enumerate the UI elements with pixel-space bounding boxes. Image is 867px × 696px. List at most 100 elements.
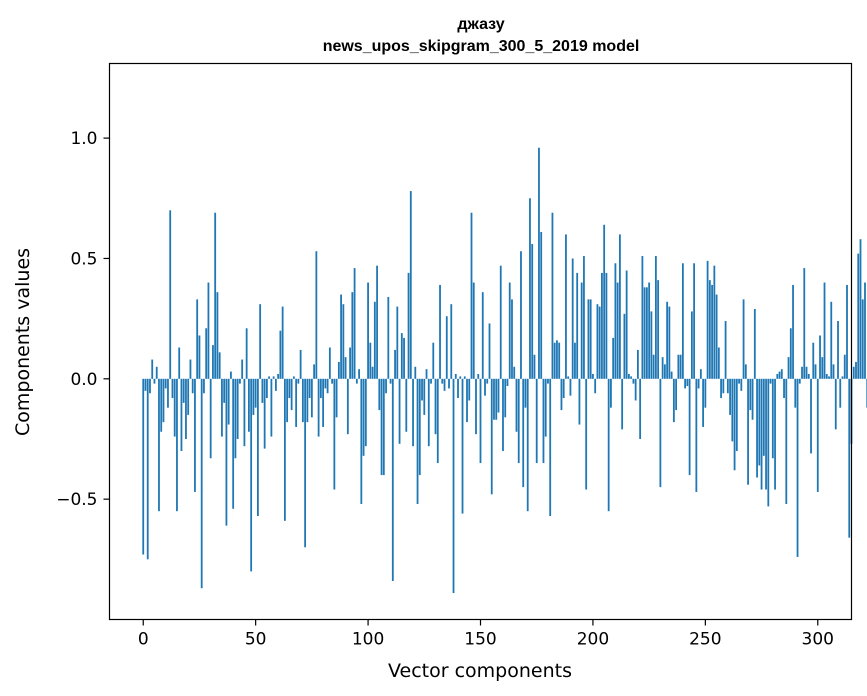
bar-22: [191, 378, 194, 394]
bar-299: [814, 364, 817, 379]
bar-25: [198, 335, 201, 379]
bar-27: [203, 378, 205, 394]
bar-36: [223, 378, 226, 403]
bar-97: [360, 378, 363, 504]
bar-107: [382, 378, 385, 476]
bar-7: [158, 378, 160, 512]
bar-204: [601, 272, 603, 379]
x-axis-ticks: 0 50 100 150 200 250 300: [138, 619, 834, 650]
bar-91: [346, 378, 349, 435]
bar-278: [767, 378, 770, 507]
bar-115: [400, 333, 403, 379]
bar-136: [448, 378, 450, 389]
bar-98: [362, 378, 365, 456]
bar-157: [495, 378, 498, 420]
bar-6: [155, 366, 158, 379]
bar-130: [434, 378, 437, 435]
y-tick-label: 0.0: [70, 370, 97, 390]
bar-117: [405, 378, 408, 432]
bar-120: [412, 378, 414, 447]
bar-116: [403, 337, 405, 379]
bar-260: [726, 378, 729, 394]
x-tick-label: 300: [802, 630, 834, 650]
bar-256: [717, 347, 720, 379]
bar-313: [846, 284, 848, 379]
bar-14: [173, 378, 176, 437]
bar-282: [776, 373, 779, 379]
bar-79: [319, 378, 322, 399]
bar-76: [313, 364, 316, 379]
bar-137: [450, 304, 453, 379]
bar-298: [812, 342, 815, 379]
bar-235: [670, 371, 673, 379]
bar-72: [304, 378, 307, 548]
bar-287: [787, 357, 790, 379]
bar-274: [758, 378, 761, 466]
bar-74: [308, 378, 311, 399]
bar-286: [785, 378, 788, 504]
bar-222: [641, 256, 644, 379]
bar-89: [342, 304, 345, 379]
bar-225: [648, 282, 651, 379]
bar-280: [771, 378, 774, 459]
bar-197: [585, 378, 588, 490]
bar-308: [834, 378, 837, 430]
bar-316: [852, 366, 855, 379]
bar-122: [416, 378, 419, 504]
bar-62: [281, 306, 284, 379]
bar-241: [684, 378, 687, 389]
bar-272: [753, 309, 756, 379]
bar-11: [167, 378, 169, 408]
bar-259: [724, 321, 727, 379]
bar-153: [486, 378, 489, 384]
bar-292: [798, 378, 801, 384]
bar-251: [706, 260, 709, 379]
bar-50: [254, 378, 257, 408]
bar-33: [216, 292, 219, 379]
bar-243: [688, 378, 691, 476]
bar-207: [607, 378, 610, 512]
bar-189: [567, 376, 570, 379]
bar-65: [288, 378, 291, 399]
bar-82: [326, 378, 329, 394]
bar-234: [668, 306, 671, 379]
bar-99: [364, 378, 367, 447]
bar-46: [245, 328, 248, 379]
x-tick-label: 100: [352, 630, 384, 650]
bar-229: [657, 280, 660, 379]
bars-group: [142, 147, 867, 594]
bar-293: [801, 366, 803, 379]
bar-214: [623, 313, 626, 379]
bar-110: [389, 378, 392, 384]
bar-154: [488, 323, 491, 379]
bar-196: [583, 256, 585, 379]
bar-266: [740, 378, 743, 391]
bar-148: [475, 378, 477, 435]
x-tick-label: 0: [138, 630, 149, 650]
bar-63: [283, 378, 286, 521]
bar-17: [180, 378, 183, 452]
bar-106: [380, 378, 383, 476]
bar-300: [816, 378, 819, 492]
bar-169: [522, 378, 525, 488]
bar-133: [441, 378, 444, 384]
bar-180: [547, 378, 549, 384]
bar-21: [189, 359, 192, 379]
y-axis-label: Components values: [12, 248, 34, 436]
bar-40: [232, 378, 235, 509]
bar-113: [396, 306, 399, 379]
bar-52: [259, 304, 262, 379]
bar-59: [274, 378, 277, 391]
bar-269: [747, 378, 749, 485]
bar-1: [144, 378, 147, 391]
bar-283: [778, 371, 781, 379]
bar-247: [697, 378, 700, 389]
bar-285: [783, 378, 785, 399]
bar-43: [239, 378, 241, 384]
bar-151: [481, 292, 484, 379]
bar-174: [533, 354, 536, 379]
bar-41: [234, 378, 237, 459]
bar-105: [378, 378, 381, 411]
bar-270: [749, 378, 752, 411]
bar-248: [699, 369, 702, 379]
